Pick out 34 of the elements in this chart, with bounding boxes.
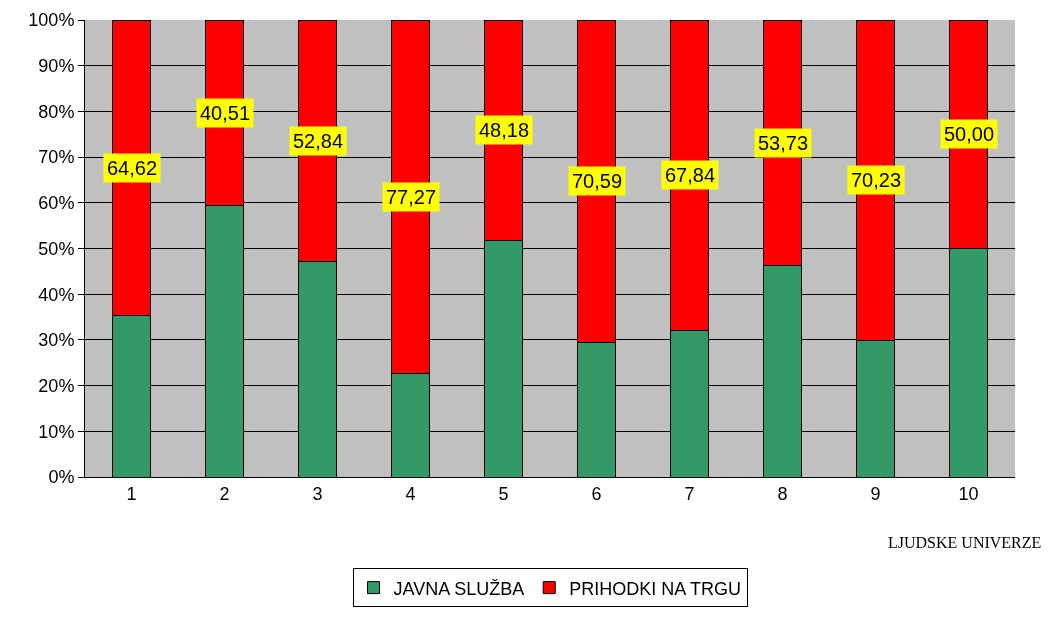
data-label: 70,59 (572, 170, 623, 192)
y-tick-label: 90% (38, 56, 75, 76)
legend-label: JAVNA SLUŽBA (393, 578, 525, 599)
data-label: 77,27 (386, 186, 437, 208)
legend-label: PRIHODKI NA TRGU (569, 578, 741, 599)
y-tick-label: 40% (38, 284, 75, 305)
x-tick-label: 1 (126, 483, 137, 504)
y-tick-label: 100% (28, 10, 75, 31)
data-label: 40,51 (200, 102, 251, 124)
y-tick-label: 80% (38, 101, 75, 122)
x-tick-label: 7 (684, 483, 695, 504)
data-label: 53,73 (758, 132, 809, 154)
y-tick-label: 60% (38, 193, 75, 214)
x-tick-label: 5 (498, 483, 509, 504)
y-tick-label: 10% (38, 421, 75, 442)
x-tick-label: 8 (777, 483, 788, 504)
x-tick-label: 2 (219, 483, 230, 504)
data-label: 70,23 (851, 169, 902, 191)
x-tick-label: 6 (591, 483, 602, 504)
y-tick-label: 50% (38, 238, 75, 259)
y-tick-label: 0% (48, 467, 75, 488)
x-tick-label: 4 (405, 483, 416, 504)
x-tick-label: 3 (312, 483, 323, 504)
y-tick-label: 20% (38, 375, 75, 396)
data-label: 64,62 (107, 157, 158, 179)
x-axis-title: LJUDSKE UNIVERZE (888, 534, 1042, 551)
data-label: 67,84 (665, 164, 716, 186)
data-label: 48,18 (479, 119, 530, 141)
data-label: 50,00 (944, 123, 995, 145)
x-tick-label: 9 (870, 483, 881, 504)
y-tick-label: 70% (38, 147, 75, 168)
data-label: 52,84 (293, 130, 344, 152)
x-tick-label: 10 (958, 483, 979, 504)
y-tick-label: 30% (38, 330, 75, 351)
